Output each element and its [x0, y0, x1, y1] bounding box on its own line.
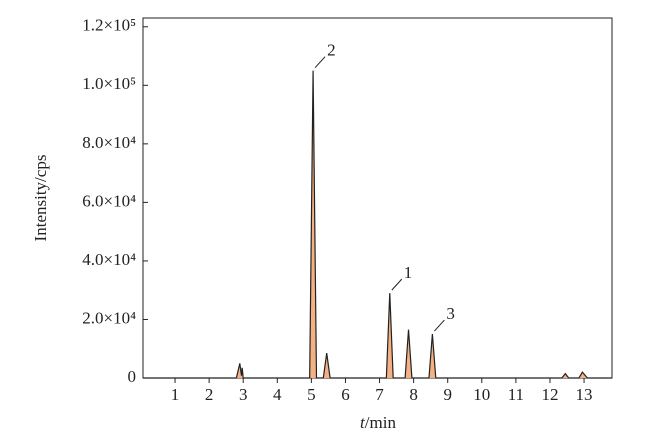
x-tick-label: 4 — [273, 385, 282, 404]
y-tick-label: 6.0×10⁴ — [82, 191, 136, 210]
x-tick-label: 6 — [341, 385, 350, 404]
x-tick-label: 1 — [171, 385, 180, 404]
plot-frame — [142, 17, 613, 379]
chromatogram-line — [143, 70, 612, 379]
y-tick-label: 1.2×10⁵ — [82, 16, 136, 35]
annotation: 3 — [446, 304, 455, 323]
annotation-leader — [434, 319, 445, 332]
x-tick-label: 8 — [409, 385, 418, 404]
x-tick-label: 5 — [307, 385, 316, 404]
x-tick-label: 12 — [541, 385, 558, 404]
annotation: 2 — [327, 41, 336, 60]
y-tick-label: 8.0×10⁴ — [82, 133, 136, 152]
x-tick-label: 9 — [443, 385, 452, 404]
y-tick-label: 4.0×10⁴ — [82, 250, 136, 269]
x-tick-label: 2 — [205, 385, 214, 404]
y-tick-label: 2.0×10⁴ — [82, 308, 136, 327]
y-tick-label: 0 — [128, 367, 137, 386]
x-tick-label: 10 — [473, 385, 490, 404]
annotation-leader — [391, 278, 403, 291]
x-tick-label: 13 — [576, 385, 593, 404]
x-tick-label: 11 — [508, 385, 524, 404]
y-tick-label: 1.0×10⁵ — [82, 74, 136, 93]
annotation: 1 — [404, 263, 413, 282]
peak-area — [143, 70, 612, 379]
annotation-leader — [314, 56, 326, 69]
x-axis-label: t/min — [360, 413, 396, 432]
x-tick-label: 7 — [375, 385, 384, 404]
x-tick-label: 3 — [239, 385, 248, 404]
y-axis-label: Intensity/cps — [31, 155, 50, 242]
